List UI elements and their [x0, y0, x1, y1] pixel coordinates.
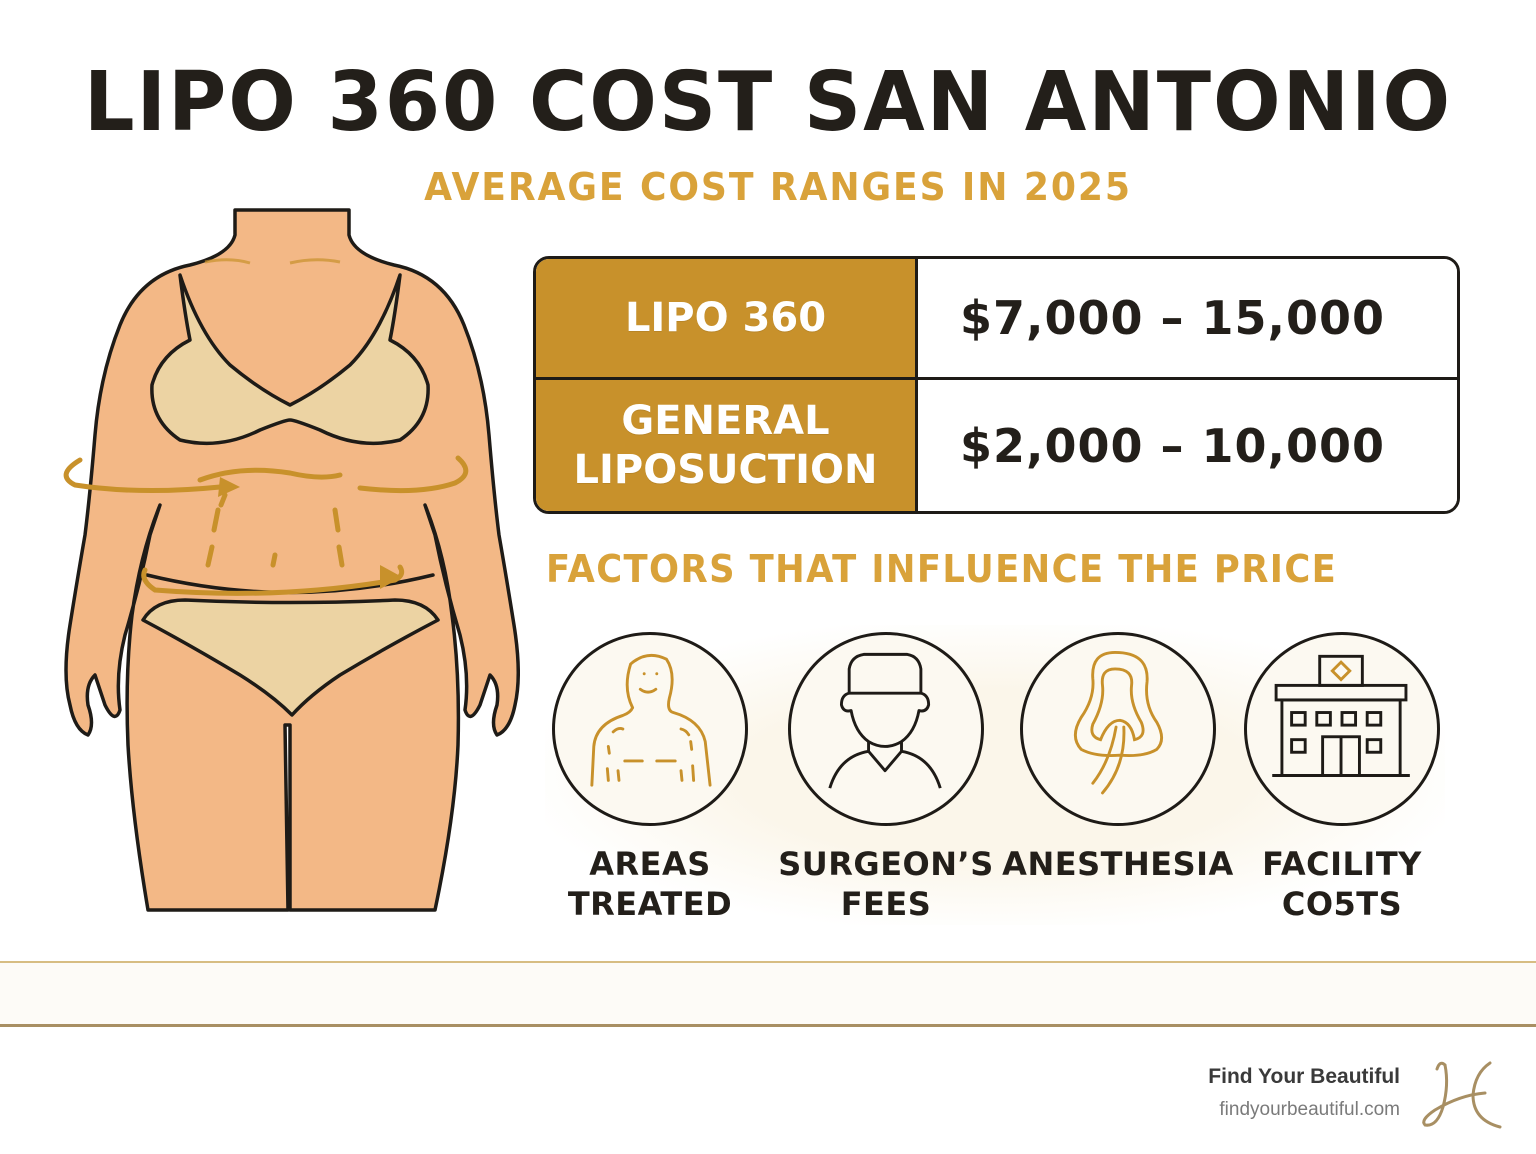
procedure-label-lipo360: LIPO 360: [536, 259, 918, 380]
price-range-general-liposuction: $2,000 – 10,000: [918, 380, 1457, 511]
factor-facility-costs: FACILITY CO5TS: [1222, 632, 1462, 925]
procedure-label-general-liposuction: GENERAL LIPOSUCTION: [536, 380, 918, 511]
factor-label-line1: ANESTHESIA: [1002, 845, 1234, 883]
factor-circle: [552, 632, 748, 826]
page-subtitle: AVERAGE COST RANGES IN 2025: [424, 165, 1132, 209]
surgeon-icon: [828, 652, 942, 789]
anesthesia-mask-icon: [1073, 650, 1164, 795]
brand-block: Find Your Beautiful findyourbeautiful.co…: [1208, 1065, 1400, 1121]
factor-label-line1: SURGEON’S: [778, 845, 994, 883]
page-title: LIPO 360 COST SAN ANTONIO: [83, 55, 1453, 150]
factor-label-line2: TREATED: [567, 885, 733, 924]
procedure-label-line1: GENERAL: [621, 397, 830, 444]
body-illustration-icon: [63, 208, 520, 912]
factor-label-line1: AREAS: [589, 845, 711, 883]
factor-circle: [788, 632, 984, 826]
factor-circle: [1020, 632, 1216, 826]
body-outline-icon: [590, 653, 712, 787]
factor-circle: [1244, 632, 1440, 826]
hospital-building-icon: [1272, 654, 1410, 777]
cost-table: LIPO 360 $7,000 – 15,000 GENERAL LIPOSUC…: [533, 256, 1460, 514]
brand-logo-icon: [1422, 1061, 1502, 1129]
factor-label-line2: FEES: [840, 885, 932, 924]
factor-label-line1: FACILITY: [1262, 845, 1422, 883]
procedure-label-line2: LIPOSUCTION: [573, 446, 878, 493]
decorative-band: [0, 963, 1536, 1025]
factor-surgeons-fees: SURGEON’S FEES: [766, 632, 1006, 925]
brand-url-link[interactable]: findyourbeautiful.com: [1219, 1099, 1400, 1120]
factor-areas-treated: AREAS TREATED: [530, 632, 770, 925]
brand-name: Find Your Beautiful: [1208, 1065, 1400, 1088]
factor-label-line2: CO5TS: [1281, 885, 1403, 924]
band-divider-bottom: [0, 1024, 1536, 1027]
factor-anesthesia: ANESTHESIA: [998, 632, 1238, 884]
band-divider-top: [0, 961, 1536, 963]
factors-heading: FACTORS THAT INFLUENCE THE PRICE: [546, 547, 1338, 591]
price-range-lipo360: $7,000 – 15,000: [918, 259, 1457, 380]
